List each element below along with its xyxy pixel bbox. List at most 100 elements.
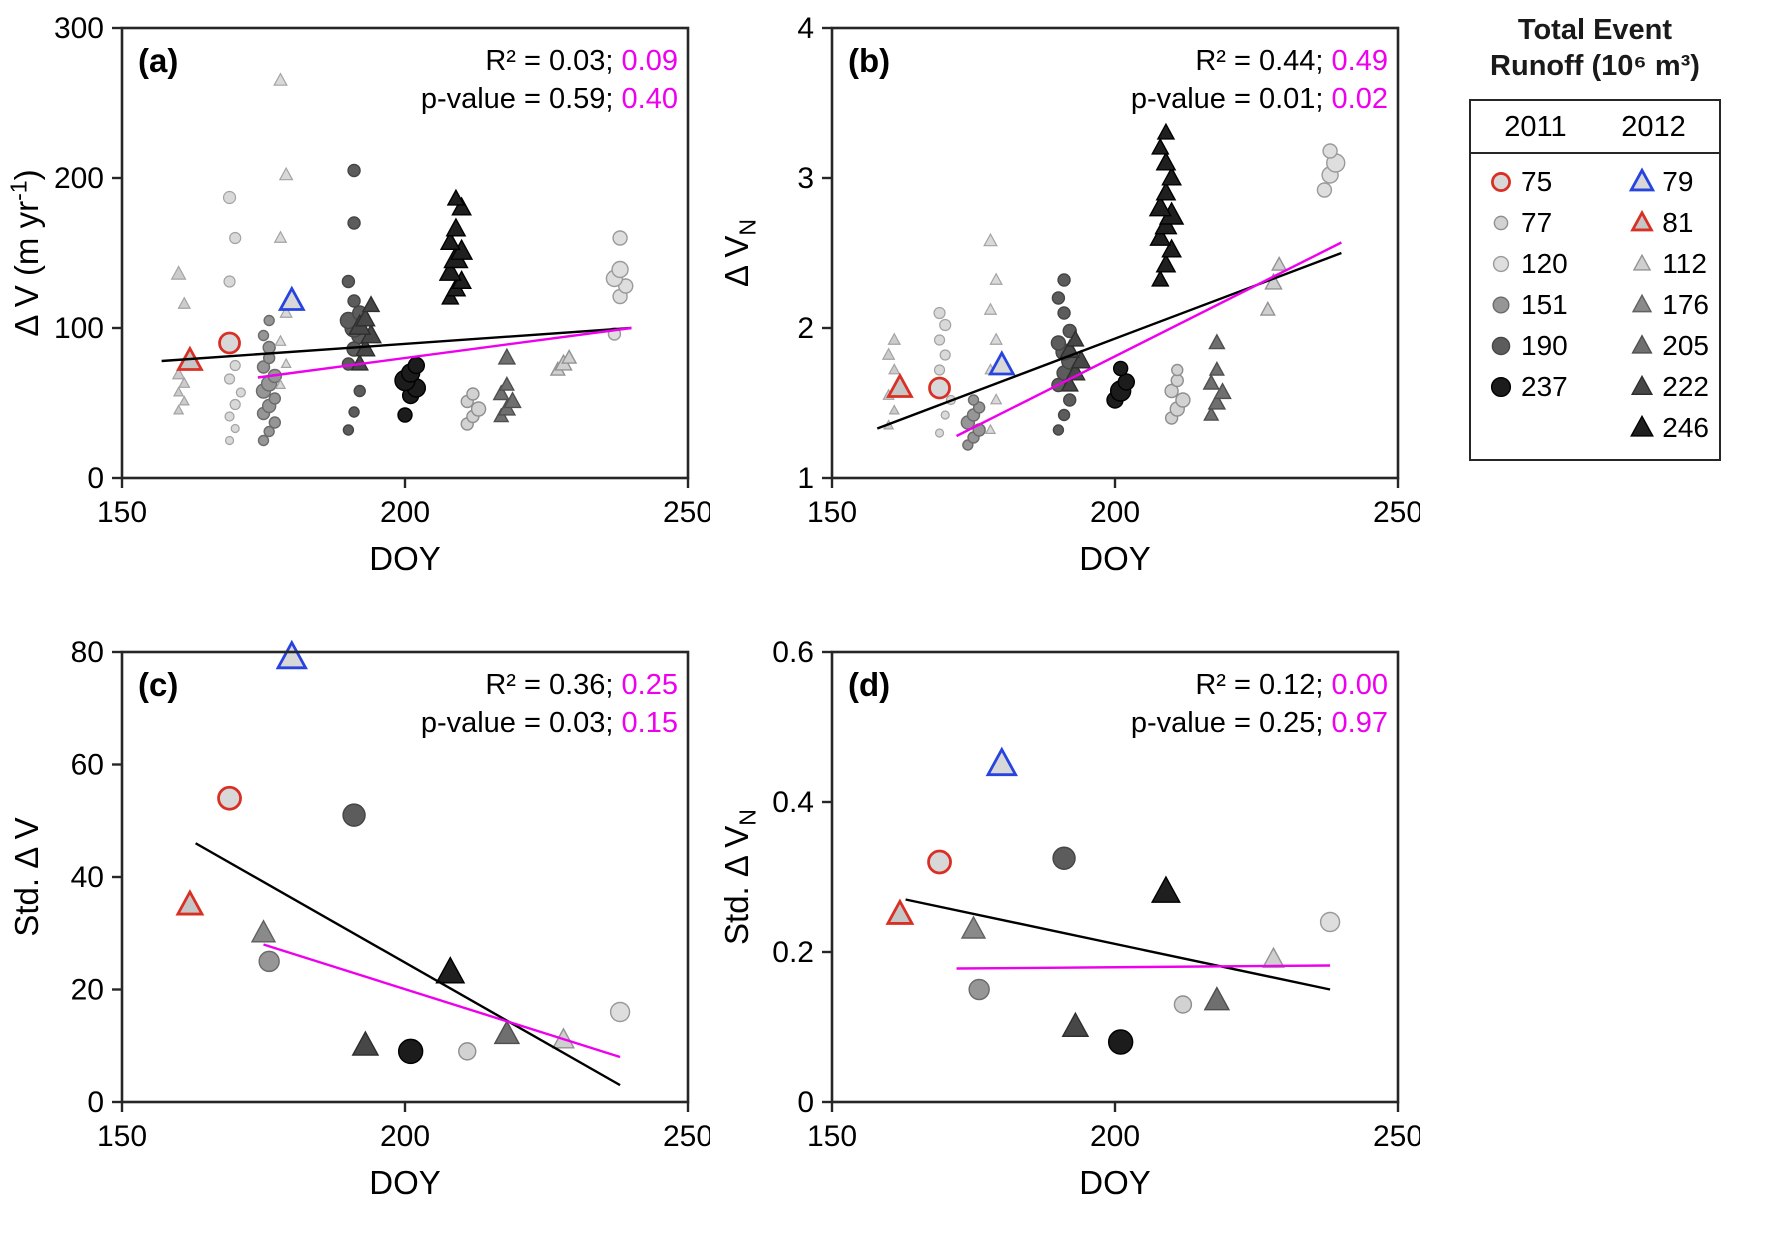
scatter-point <box>1057 408 1071 422</box>
scatter-point <box>1202 373 1220 390</box>
scatter-point <box>230 423 240 434</box>
scatter-point <box>1203 406 1220 421</box>
scatter-point <box>1164 383 1179 399</box>
scatter-point <box>1150 875 1181 903</box>
scatter-point <box>1107 1029 1134 1055</box>
x-tick-label: 200 <box>1090 496 1140 529</box>
legend-item-151: 151 <box>1485 285 1568 326</box>
scatter-point <box>1151 269 1170 287</box>
legend-header: 2011 2012 <box>1471 101 1719 154</box>
y-tick-label: 4 <box>797 12 814 45</box>
scatter-point <box>1060 374 1079 392</box>
scatter-point <box>229 398 241 411</box>
scatter-point <box>256 360 271 374</box>
legend-item-190: 190 <box>1485 326 1568 367</box>
x-tick-label: 250 <box>1373 496 1420 529</box>
scatter-point <box>960 915 987 939</box>
y-tick-label: 0.2 <box>772 936 814 969</box>
scatter-point <box>888 363 901 375</box>
legend-item-75: 75 <box>1485 162 1568 203</box>
scatter-point <box>458 1042 477 1061</box>
fit-line-black <box>194 842 621 1087</box>
scatter-point <box>217 785 242 811</box>
scatter-point <box>263 314 275 327</box>
chart-b: 150 200 250 1 2 3 4 DOY Δ VN (b) R² = 0.44; 0.49 p-… <box>718 12 1423 577</box>
scatter-point <box>178 376 191 388</box>
scatter-point <box>229 359 241 372</box>
legend-item-120: 120 <box>1485 244 1568 285</box>
y-tick-label: 0.6 <box>772 636 814 669</box>
x-tick-label: 200 <box>380 1120 430 1153</box>
triangle-marker-icon <box>1633 253 1652 271</box>
scatter-point <box>984 423 997 434</box>
legend-item-label: 81 <box>1662 207 1694 238</box>
scatter-point <box>1271 256 1288 271</box>
panel-letter: (d) <box>848 666 890 703</box>
scatter-point <box>342 424 355 436</box>
chart-d: 150 200 250 0 0.2 0.4 0.6 DOY Std. Δ VN (d) R² = 0… <box>718 636 1423 1201</box>
scatter-point <box>1208 361 1225 376</box>
legend-title: Total Event Runoff (10⁶ m³) <box>1490 12 1700 85</box>
scatter-point <box>928 376 951 400</box>
legend-item-77: 77 <box>1485 203 1568 244</box>
scatter-point <box>470 401 487 417</box>
legend-item-176: 176 <box>1626 285 1709 326</box>
scatter-point <box>435 956 466 984</box>
scatter-point <box>498 376 515 391</box>
scatter-point <box>175 889 205 916</box>
x-axis-label: DOY <box>369 1164 441 1201</box>
y-axis-label: Δ VN <box>718 219 760 287</box>
scatter-point <box>177 296 192 309</box>
x-axis-label: DOY <box>369 540 441 577</box>
panel-letter: (a) <box>138 42 178 79</box>
x-axis-label: DOY <box>1079 540 1151 577</box>
scatter-point <box>1170 373 1184 388</box>
legend-item-237: 237 <box>1485 367 1568 408</box>
circle-marker-icon <box>1492 296 1510 314</box>
legend-item-205: 205 <box>1626 326 1709 367</box>
legend-item-222: 222 <box>1626 367 1709 408</box>
legend-marker <box>1491 172 1511 192</box>
scatter-point <box>347 163 361 178</box>
legend-item-label: 190 <box>1521 330 1568 361</box>
scatter-point <box>983 302 998 315</box>
scatter-point <box>223 275 236 288</box>
panel-letter: (c) <box>138 666 178 703</box>
scatter-point <box>1213 382 1232 400</box>
scatter-point <box>968 978 990 1001</box>
scatter-point <box>1057 306 1071 320</box>
legend-marker <box>1492 296 1510 314</box>
scatter-point <box>1319 911 1341 933</box>
scatter-point <box>438 259 462 281</box>
legend-item-112: 112 <box>1626 244 1709 285</box>
legend-title-line1: Total Event <box>1517 14 1673 46</box>
scatter-point <box>451 196 472 216</box>
scatter-point <box>885 898 915 925</box>
y-tick-label: 3 <box>797 162 814 195</box>
scatter-point <box>934 428 945 438</box>
legend-item-label: 112 <box>1662 248 1707 279</box>
stats-r2: R² = 0.44; 0.49 <box>1195 45 1388 77</box>
scatter-point <box>985 746 1018 777</box>
scatter-point <box>275 639 308 670</box>
legend-item-246: 246 <box>1626 408 1709 449</box>
scatter-point <box>279 305 293 318</box>
legend-items: 75 77 120 151 190 237 79 81 112 176 205 222 246 <box>1471 154 1719 459</box>
scatter-point <box>1155 151 1177 171</box>
scatter-point <box>353 384 366 398</box>
legend-item-label: 120 <box>1521 248 1568 279</box>
legend-marker <box>1490 376 1512 398</box>
legend-marker <box>1493 215 1509 231</box>
scatter-point <box>987 350 1016 376</box>
stats-pvalue: p-value = 0.01; 0.02 <box>1131 83 1388 115</box>
scatter-point <box>178 395 190 406</box>
legend-marker <box>1630 209 1655 232</box>
scatter-point <box>989 332 1003 345</box>
scatter-point <box>274 334 287 346</box>
legend-item-label: 77 <box>1521 207 1553 238</box>
chart-a: 150 200 250 0 100 200 300 DOY Δ V (m yr-1) (a) R² … <box>5 12 713 577</box>
chart-c: 150 200 250 0 20 40 60 80 DOY Std. Δ V (c) R² = 0.3… <box>8 636 713 1201</box>
x-tick-label: 150 <box>807 496 857 529</box>
scatter-point <box>229 231 242 245</box>
scatter-point <box>939 349 951 361</box>
